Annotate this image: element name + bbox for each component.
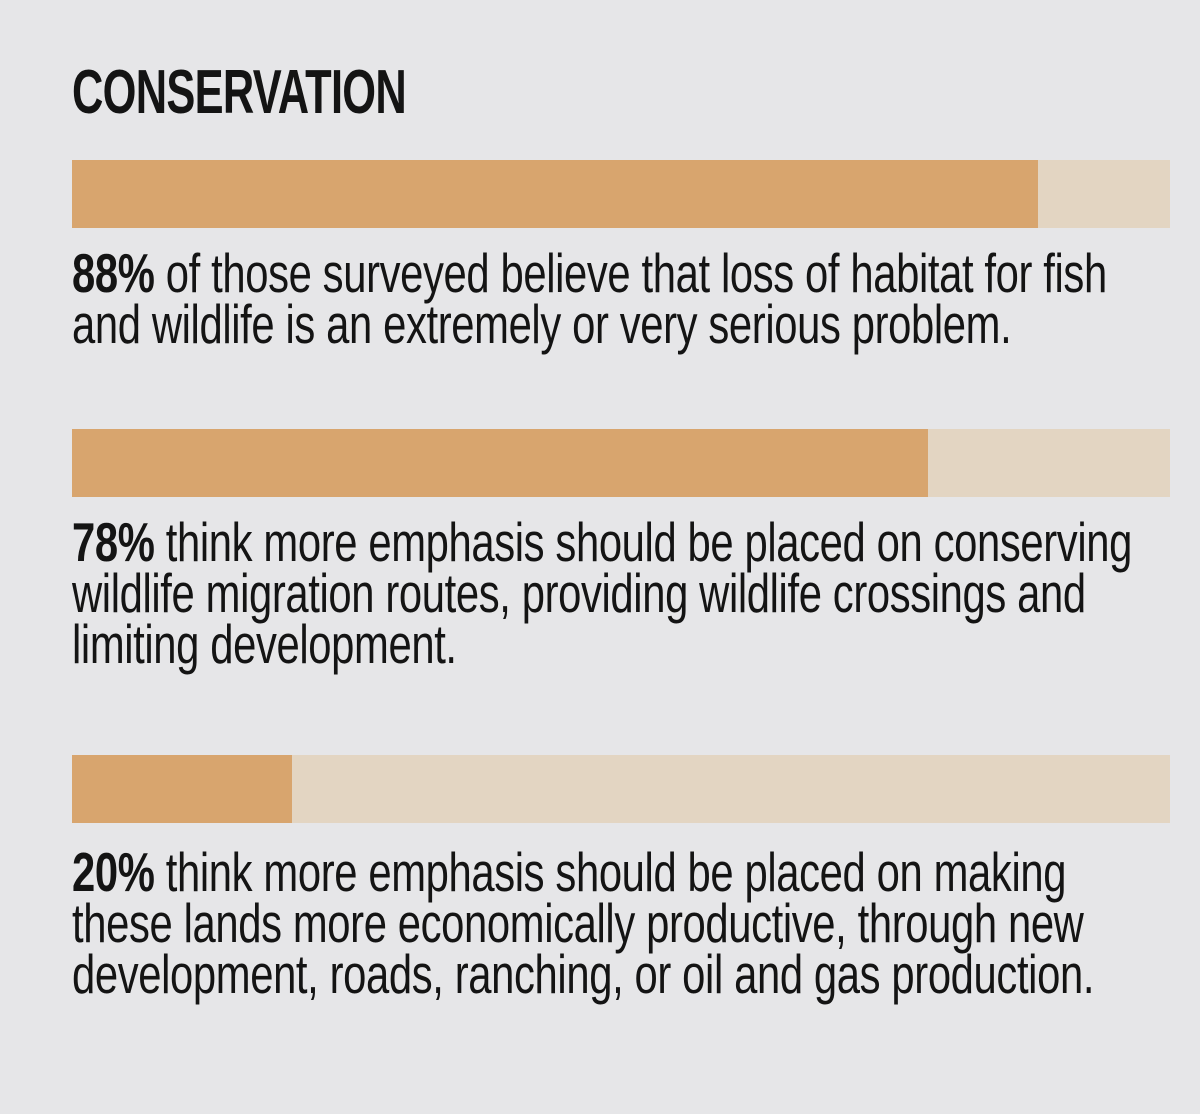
progress-bar-track — [72, 755, 1170, 823]
stat-block-migration: 78% think more emphasis should be placed… — [72, 429, 1170, 672]
stat-text: 20% think more emphasis should be placed… — [72, 845, 1170, 1002]
progress-bar-fill — [72, 755, 292, 823]
stat-block-development: 20% think more emphasis should be placed… — [72, 755, 1170, 1002]
stat-description: think more emphasis should be placed on … — [72, 841, 1095, 1005]
stat-text: 88% of those surveyed believe that loss … — [72, 246, 1170, 352]
stat-description: of those surveyed believe that loss of h… — [72, 242, 1107, 355]
progress-bar-track — [72, 160, 1170, 228]
stat-description: think more emphasis should be placed on … — [72, 511, 1132, 675]
stat-percentage: 78% — [72, 511, 155, 573]
page-title: CONSERVATION — [72, 58, 407, 127]
stat-text: 78% think more emphasis should be placed… — [72, 515, 1170, 672]
stat-percentage: 20% — [72, 841, 155, 903]
stat-block-habitat: 88% of those surveyed believe that loss … — [72, 160, 1170, 352]
progress-bar-track — [72, 429, 1170, 497]
progress-bar-fill — [72, 429, 929, 497]
progress-bar-fill — [72, 160, 1039, 228]
stat-percentage: 88% — [72, 242, 155, 304]
